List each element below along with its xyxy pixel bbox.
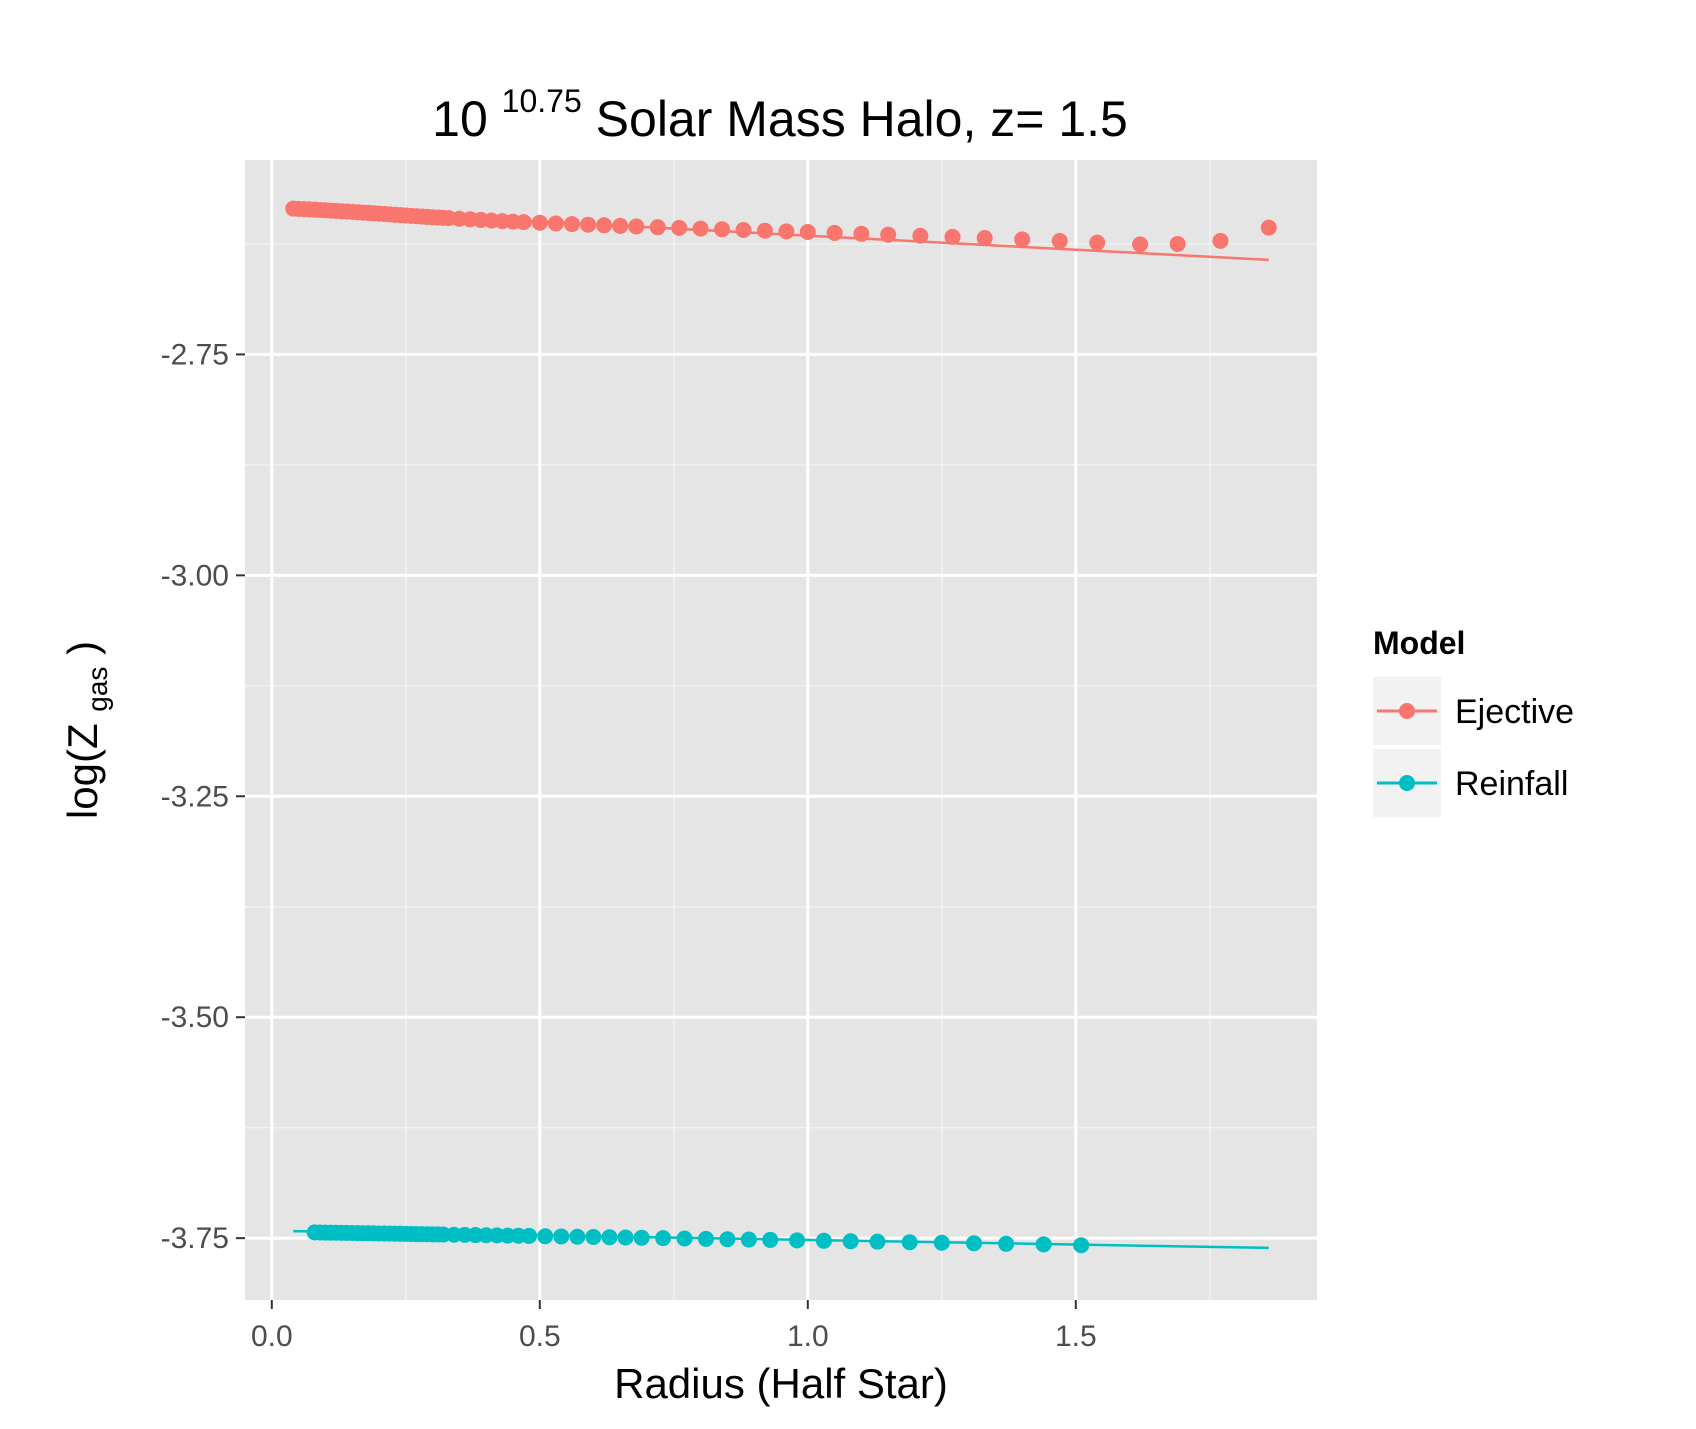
reinfall-point: [585, 1228, 602, 1245]
legend-label-reinfall: Reinfall: [1455, 765, 1568, 803]
reinfall-point: [569, 1228, 586, 1245]
y-axis-title-sub: gas: [82, 667, 113, 712]
y-tick-label: -3.50: [161, 1001, 229, 1034]
reinfall-point: [933, 1234, 950, 1251]
ejective-point: [912, 227, 929, 244]
reinfall-point: [655, 1230, 672, 1247]
ejective-point: [596, 217, 613, 234]
reinfall-point: [965, 1235, 982, 1252]
y-tick-label: -2.75: [161, 338, 229, 371]
reinfall-point: [869, 1233, 886, 1250]
ejective-point: [671, 219, 688, 236]
x-tick-label: 0.5: [519, 1320, 561, 1353]
legend-label-ejective: Ejective: [1455, 693, 1574, 731]
y-tick-label: -3.75: [161, 1222, 229, 1255]
ejective-point: [1260, 219, 1277, 236]
reinfall-point: [1073, 1237, 1090, 1254]
reinfall-point: [719, 1231, 736, 1248]
tick-labels: 0.0 0.5 1.0 1.5 -2.75 -3.00 -3.25 -3.50 -3.75: [161, 338, 1097, 1353]
ejective-point: [1132, 236, 1149, 253]
ejective-point: [1051, 232, 1068, 249]
ejective-point: [547, 215, 564, 232]
reinfall-point: [762, 1231, 779, 1248]
reinfall-point: [697, 1230, 714, 1247]
grid-minor: [245, 160, 1317, 1300]
axis-ticks: [236, 353, 1077, 1309]
x-tick-label: 1.0: [787, 1320, 829, 1353]
ejective-point: [756, 222, 773, 239]
ejective-point: [692, 220, 709, 237]
chart-title: 10 10.75 Solar Mass Halo, z= 1.5: [432, 67, 1128, 147]
reinfall-point: [676, 1230, 693, 1247]
ejective-point: [826, 224, 843, 241]
legend: Model Ejective Reinfall: [1373, 625, 1574, 817]
y-tick-label: -3.00: [161, 559, 229, 592]
ejective-point: [1014, 231, 1031, 248]
ejective-point: [799, 224, 816, 241]
reinfall-point: [740, 1231, 757, 1248]
ejective-point: [563, 216, 580, 233]
ejective-point: [580, 216, 597, 233]
reinfall-point: [901, 1234, 918, 1251]
y-axis-title: log(Z gas ): [59, 641, 116, 819]
reinfall-point: [617, 1229, 634, 1246]
ejective-point: [515, 214, 532, 231]
reinfall-point: [537, 1228, 554, 1245]
ejective-point: [1089, 234, 1106, 251]
plot-panel: [245, 160, 1317, 1300]
ejective-point: [1169, 235, 1186, 252]
reinfall-point: [601, 1229, 618, 1246]
ejective-point: [628, 218, 645, 235]
ejective-point: [853, 225, 870, 242]
reinfall-point: [553, 1228, 570, 1245]
ejective-point: [649, 219, 666, 236]
title-base: 10: [432, 91, 488, 147]
ejective-point: [735, 221, 752, 238]
legend-dot-ejective: [1399, 703, 1415, 719]
reinfall-point: [633, 1229, 650, 1246]
x-tick-label: 1.5: [1055, 1320, 1097, 1353]
legend-title: Model: [1373, 625, 1465, 661]
legend-dot-reinfall: [1399, 775, 1415, 791]
x-tick-label: 0.0: [251, 1320, 293, 1353]
reinfall-point: [1035, 1236, 1052, 1253]
ejective-point: [944, 228, 961, 245]
reinfall-point: [842, 1233, 859, 1250]
y-axis-title-main: log(Z: [59, 723, 106, 819]
y-axis-title-close: ): [59, 641, 106, 655]
reinfall-point: [815, 1232, 832, 1249]
ejective-point: [976, 230, 993, 247]
ejective-point: [778, 223, 795, 240]
x-axis-title: Radius (Half Star): [614, 1360, 948, 1407]
ejective-point: [531, 214, 548, 231]
reinfall-point: [789, 1232, 806, 1249]
y-tick-label: -3.25: [161, 780, 229, 813]
ejective-point: [612, 217, 629, 234]
ejective-point: [1212, 232, 1229, 249]
reinfall-point: [998, 1235, 1015, 1252]
ejective-point: [714, 221, 731, 238]
title-rest: Solar Mass Halo, z= 1.5: [596, 91, 1128, 147]
data-points: [285, 200, 1277, 1254]
title-exponent: 10.75: [502, 83, 582, 119]
reinfall-point: [521, 1227, 538, 1244]
ejective-point: [880, 226, 897, 243]
